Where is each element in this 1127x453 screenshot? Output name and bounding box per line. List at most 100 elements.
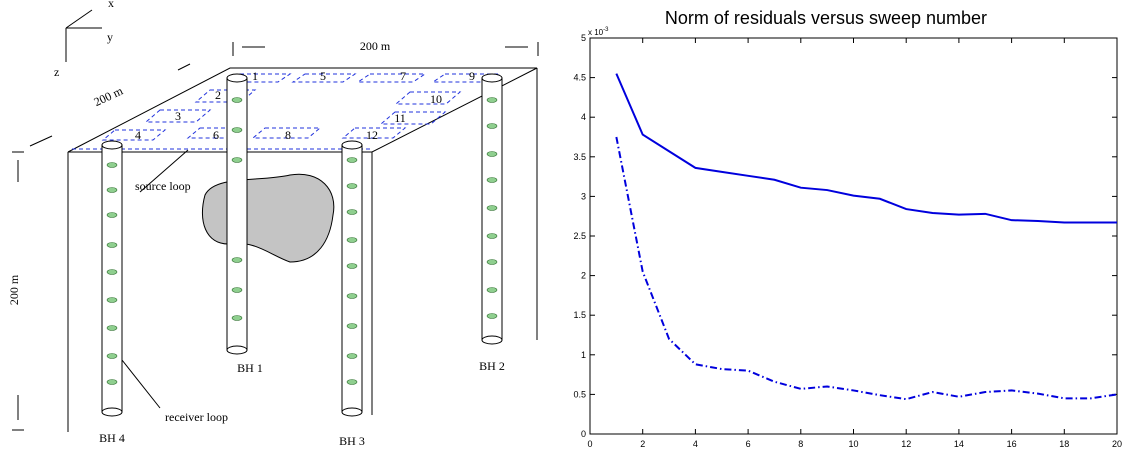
loop-number: 4 bbox=[135, 128, 141, 142]
receiver bbox=[106, 353, 118, 359]
borehole-top bbox=[341, 140, 363, 150]
x-tick-label: 8 bbox=[798, 439, 803, 449]
receiver bbox=[346, 353, 358, 359]
receiver bbox=[486, 177, 498, 183]
loop-number: 10 bbox=[430, 92, 442, 106]
receiver bbox=[346, 209, 358, 215]
loop-number: 5 bbox=[320, 69, 326, 83]
x-tick-label: 0 bbox=[587, 439, 592, 449]
dim-arrow bbox=[29, 135, 53, 147]
plot-frame bbox=[589, 37, 1118, 435]
loop-number: 9 bbox=[469, 69, 475, 83]
x-tick-label: 4 bbox=[693, 439, 698, 449]
y-tick-label: 0.5 bbox=[573, 389, 586, 399]
y-tick-label: 2.5 bbox=[573, 231, 586, 241]
receiver bbox=[346, 323, 358, 329]
loop-number: 11 bbox=[394, 111, 406, 125]
receiver bbox=[231, 257, 243, 263]
receiver bbox=[486, 151, 498, 157]
y-tick-label: 1.5 bbox=[573, 310, 586, 320]
dim-arrow bbox=[177, 63, 191, 71]
receiver bbox=[106, 162, 118, 168]
x-tick-label: 12 bbox=[901, 439, 911, 449]
y-scale-base: x 10 bbox=[588, 28, 604, 37]
dim-label: 200 m bbox=[7, 274, 21, 305]
y-tick-label: 4.5 bbox=[573, 73, 586, 83]
receiver bbox=[106, 212, 118, 218]
borehole-top bbox=[101, 140, 123, 150]
borehole-top bbox=[226, 73, 248, 83]
y-tick-label: 4 bbox=[581, 112, 586, 122]
receiver bbox=[346, 157, 358, 163]
y-tick-label: 3 bbox=[581, 191, 586, 201]
pointer bbox=[139, 149, 189, 193]
receiver bbox=[346, 379, 358, 385]
receiver bbox=[346, 293, 358, 299]
boreholes: BH 1 BH 2 BH 3 BH 4 bbox=[99, 73, 505, 448]
borehole-bottom bbox=[481, 335, 503, 345]
x-tick-label: 2 bbox=[640, 439, 645, 449]
source-label: source loop bbox=[135, 179, 191, 193]
y-tick-label: 2 bbox=[581, 271, 586, 281]
dim-label: 200 m bbox=[92, 83, 126, 109]
receiver bbox=[486, 233, 498, 239]
loop-number: 12 bbox=[366, 128, 378, 142]
x-tick-label: 6 bbox=[746, 439, 751, 449]
target-body bbox=[201, 173, 335, 263]
loop-number: 6 bbox=[213, 128, 219, 142]
receiver bbox=[231, 287, 243, 293]
receiver bbox=[486, 259, 498, 265]
receiver bbox=[486, 205, 498, 211]
x-tick-label: 20 bbox=[1112, 439, 1122, 449]
y-tick-label: 1 bbox=[581, 350, 586, 360]
borehole-label: BH 4 bbox=[99, 431, 125, 445]
chart: Norm of residuals versus sweep number x … bbox=[573, 8, 1122, 449]
loop-number: 7 bbox=[400, 69, 406, 83]
receiver bbox=[231, 127, 243, 133]
receiver bbox=[106, 325, 118, 331]
x-tick-label: 14 bbox=[954, 439, 964, 449]
borehole-bottom bbox=[226, 345, 248, 355]
receiver bbox=[106, 297, 118, 303]
borehole bbox=[101, 144, 123, 413]
borehole-bottom bbox=[101, 407, 123, 417]
receiver bbox=[486, 313, 498, 319]
receiver bbox=[346, 263, 358, 269]
loop-number: 1 bbox=[252, 69, 258, 83]
borehole-bottom bbox=[341, 407, 363, 417]
borehole-label: BH 1 bbox=[237, 361, 263, 375]
y-tick-label: 5 bbox=[581, 33, 586, 43]
receiver bbox=[486, 287, 498, 293]
y-tick-label: 0 bbox=[581, 429, 586, 439]
axis-label: z bbox=[54, 65, 59, 79]
receiver bbox=[106, 242, 118, 248]
borehole bbox=[226, 77, 248, 351]
receiver bbox=[106, 187, 118, 193]
receiver bbox=[106, 379, 118, 385]
receiver bbox=[231, 157, 243, 163]
pointer bbox=[121, 359, 161, 409]
borehole-top bbox=[481, 73, 503, 83]
y-tick-label: 3.5 bbox=[573, 152, 586, 162]
loop-number: 8 bbox=[285, 128, 291, 142]
chart-title: Norm of residuals versus sweep number bbox=[665, 8, 987, 28]
receiver bbox=[486, 97, 498, 103]
receiver bbox=[346, 183, 358, 189]
receiver bbox=[486, 123, 498, 129]
loop-number: 2 bbox=[215, 88, 221, 102]
series-line bbox=[615, 73, 1117, 224]
axis-label: x bbox=[108, 0, 114, 10]
series-line bbox=[615, 136, 1118, 401]
receiver bbox=[106, 269, 118, 275]
loop-number: 3 bbox=[175, 109, 181, 123]
receiver-label: receiver loop bbox=[165, 410, 228, 424]
x-tick-label: 10 bbox=[848, 439, 858, 449]
axis-label: y bbox=[107, 30, 113, 44]
x-tick-label: 18 bbox=[1059, 439, 1069, 449]
y-scale-exponent: -3 bbox=[603, 27, 609, 33]
receiver bbox=[231, 97, 243, 103]
borehole-label: BH 3 bbox=[339, 434, 365, 448]
